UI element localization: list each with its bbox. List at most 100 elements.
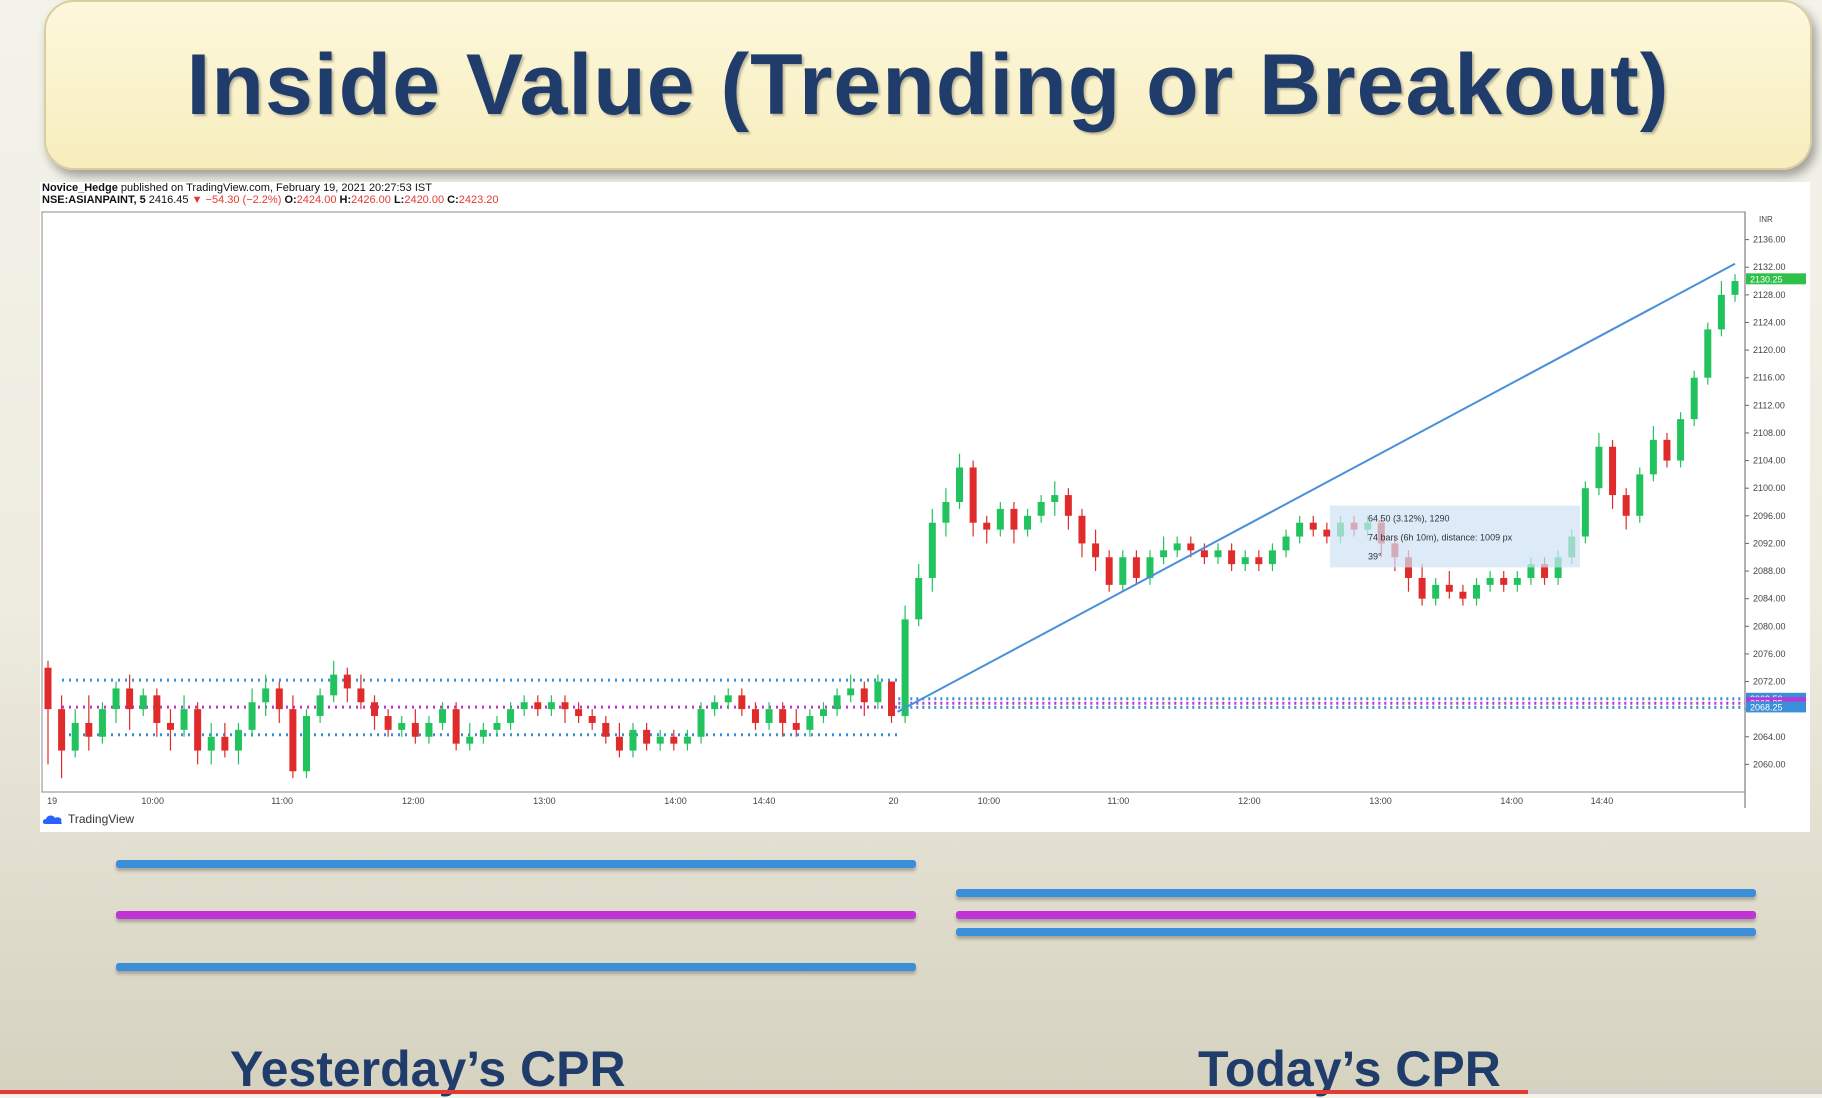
candle-down [643, 729, 651, 744]
candle-down [153, 695, 161, 723]
candle-down [221, 736, 229, 751]
candle-down [588, 716, 596, 723]
candle-up [1717, 294, 1725, 330]
low-value: 2420.00 [404, 194, 445, 206]
yesterday-cpr-label: Yesterday’s CPR [230, 1041, 626, 1097]
candle-up [697, 709, 705, 737]
candle-down [289, 709, 297, 772]
candle-up [1268, 550, 1276, 565]
open-label: O: [284, 194, 297, 206]
y-tick-label: 2080.00 [1753, 621, 1786, 631]
high-value: 2426.00 [351, 194, 391, 206]
candle-up [996, 508, 1004, 530]
candle-up [847, 688, 855, 696]
yesterday-cpr-top-bar [116, 860, 916, 868]
symbol-label: NSE:ASIANPAINT, 5 [42, 194, 146, 206]
measure-text: 64.50 (3.12%), 1290 [1368, 513, 1450, 523]
candle-up [493, 722, 501, 730]
candlestick-chart[interactable]: 2060.002064.002068.002072.002076.002080.… [40, 210, 1810, 832]
candle-up [439, 709, 447, 723]
candle-up [547, 702, 555, 710]
candle-up [1214, 550, 1222, 558]
candle-down [615, 736, 623, 751]
candle-down [1309, 522, 1317, 530]
candle-down [275, 688, 283, 710]
today-cpr-pivot-bar [956, 911, 1756, 919]
y-tick-label: 2112.00 [1753, 400, 1785, 410]
open-value: 2424.00 [296, 194, 337, 206]
price-tag-bg [1746, 273, 1806, 285]
candle-up [1160, 550, 1168, 558]
last-price: 2416.45 [148, 194, 189, 206]
y-tick-label: 2100.00 [1753, 483, 1786, 493]
candle-up [248, 702, 256, 730]
candle-down [357, 688, 365, 703]
currency-tag: INR [1759, 215, 1773, 224]
candle-down [384, 716, 392, 730]
candle-down [1132, 557, 1140, 578]
x-tick-label: 11:00 [271, 796, 293, 806]
y-tick-label: 2088.00 [1753, 566, 1786, 576]
candle-down [44, 667, 52, 710]
y-tick-label: 2104.00 [1753, 456, 1786, 466]
video-progress-remaining[interactable] [1528, 1090, 1822, 1094]
tradingview-logo[interactable]: TradingView [42, 812, 134, 826]
candle-down [1418, 577, 1426, 599]
candle-down [1663, 439, 1671, 461]
x-tick-label: 10:00 [141, 796, 164, 806]
candle-up [683, 736, 691, 744]
candle-up [1554, 557, 1562, 578]
y-tick-label: 2092.00 [1753, 538, 1786, 548]
candle-up [1173, 543, 1181, 551]
x-tick-label: 12:00 [402, 796, 425, 806]
candle-up [656, 736, 664, 744]
x-tick-label: 19 [47, 796, 57, 806]
chart-panel: Novice_Hedge published on TradingView.co… [40, 182, 1810, 832]
x-tick-label: 14:00 [664, 796, 687, 806]
y-tick-label: 2064.00 [1753, 732, 1786, 742]
candle-up [1037, 502, 1045, 516]
candle-up [207, 736, 215, 751]
price-tag-label: 2130.25 [1750, 274, 1783, 284]
candle-up [425, 722, 433, 737]
candle-up [262, 688, 270, 703]
candle-down [371, 702, 379, 717]
candle-up [806, 716, 814, 730]
price-tag-bg [1746, 701, 1806, 713]
candle-up [507, 709, 515, 723]
y-tick-label: 2128.00 [1753, 290, 1786, 300]
candle-up [629, 729, 637, 751]
y-tick-label: 2124.00 [1753, 317, 1786, 327]
candle-down [166, 722, 174, 730]
candle-down [1010, 508, 1018, 530]
slide-title: Inside Value (Trending or Breakout) [186, 36, 1670, 133]
candle-down [561, 702, 569, 710]
y-tick-label: 2132.00 [1753, 262, 1786, 272]
publisher-name[interactable]: Novice_Hedge [42, 182, 118, 194]
x-tick-label: 12:00 [1238, 796, 1261, 806]
video-progress-played[interactable] [0, 1090, 1528, 1094]
candle-up [466, 736, 474, 744]
candle-up [1282, 536, 1290, 551]
candle-up [765, 709, 773, 723]
low-label: L: [393, 194, 405, 206]
candle-up [479, 729, 487, 737]
trendline [897, 262, 1736, 713]
candle-up [1595, 446, 1603, 489]
candle-up [520, 702, 528, 710]
candle-up [180, 709, 188, 730]
chart-header-line1: Novice_Hedge published on TradingView.co… [42, 182, 432, 194]
candle-up [956, 467, 964, 502]
candle-up [1024, 515, 1032, 530]
candle-up [1432, 584, 1440, 599]
candle-down [1323, 529, 1331, 537]
candle-down [670, 736, 678, 744]
yesterday-cpr-bottom-bar [116, 963, 916, 971]
candle-up [711, 702, 719, 710]
candle-up [1119, 557, 1127, 585]
candle-up [1731, 281, 1739, 295]
candle-down [1187, 543, 1195, 551]
candle-down [575, 709, 583, 717]
candle-up [1146, 557, 1154, 578]
candle-down [738, 695, 746, 710]
